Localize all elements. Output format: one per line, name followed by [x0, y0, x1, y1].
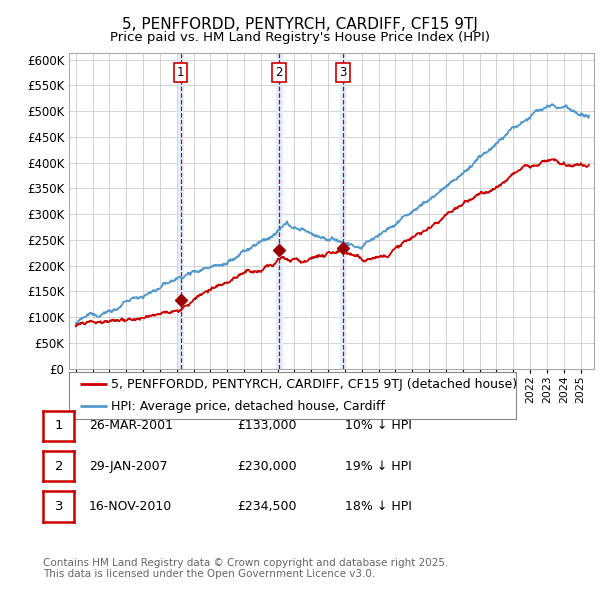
Text: £133,000: £133,000: [237, 419, 296, 432]
Bar: [277, 53, 281, 369]
Text: 3: 3: [55, 500, 63, 513]
Text: 16-NOV-2010: 16-NOV-2010: [89, 500, 172, 513]
Text: 5, PENFFORDD, PENTYRCH, CARDIFF, CF15 9TJ: 5, PENFFORDD, PENTYRCH, CARDIFF, CF15 9T…: [122, 17, 478, 31]
Bar: [178, 53, 183, 369]
Text: £234,500: £234,500: [237, 500, 296, 513]
Bar: [340, 53, 346, 369]
Text: 3: 3: [339, 66, 347, 79]
Text: 19% ↓ HPI: 19% ↓ HPI: [345, 460, 412, 473]
Text: 18% ↓ HPI: 18% ↓ HPI: [345, 500, 412, 513]
Text: Price paid vs. HM Land Registry's House Price Index (HPI): Price paid vs. HM Land Registry's House …: [110, 31, 490, 44]
Text: 29-JAN-2007: 29-JAN-2007: [89, 460, 167, 473]
Text: 26-MAR-2001: 26-MAR-2001: [89, 419, 173, 432]
Text: HPI: Average price, detached house, Cardiff: HPI: Average price, detached house, Card…: [112, 399, 385, 412]
Text: Contains HM Land Registry data © Crown copyright and database right 2025.
This d: Contains HM Land Registry data © Crown c…: [43, 558, 449, 579]
Text: 10% ↓ HPI: 10% ↓ HPI: [345, 419, 412, 432]
Text: 2: 2: [55, 460, 63, 473]
Text: 2: 2: [275, 66, 283, 79]
Text: 1: 1: [177, 66, 184, 79]
Text: 1: 1: [55, 419, 63, 432]
Text: £230,000: £230,000: [237, 460, 296, 473]
Text: 5, PENFFORDD, PENTYRCH, CARDIFF, CF15 9TJ (detached house): 5, PENFFORDD, PENTYRCH, CARDIFF, CF15 9T…: [112, 378, 518, 391]
